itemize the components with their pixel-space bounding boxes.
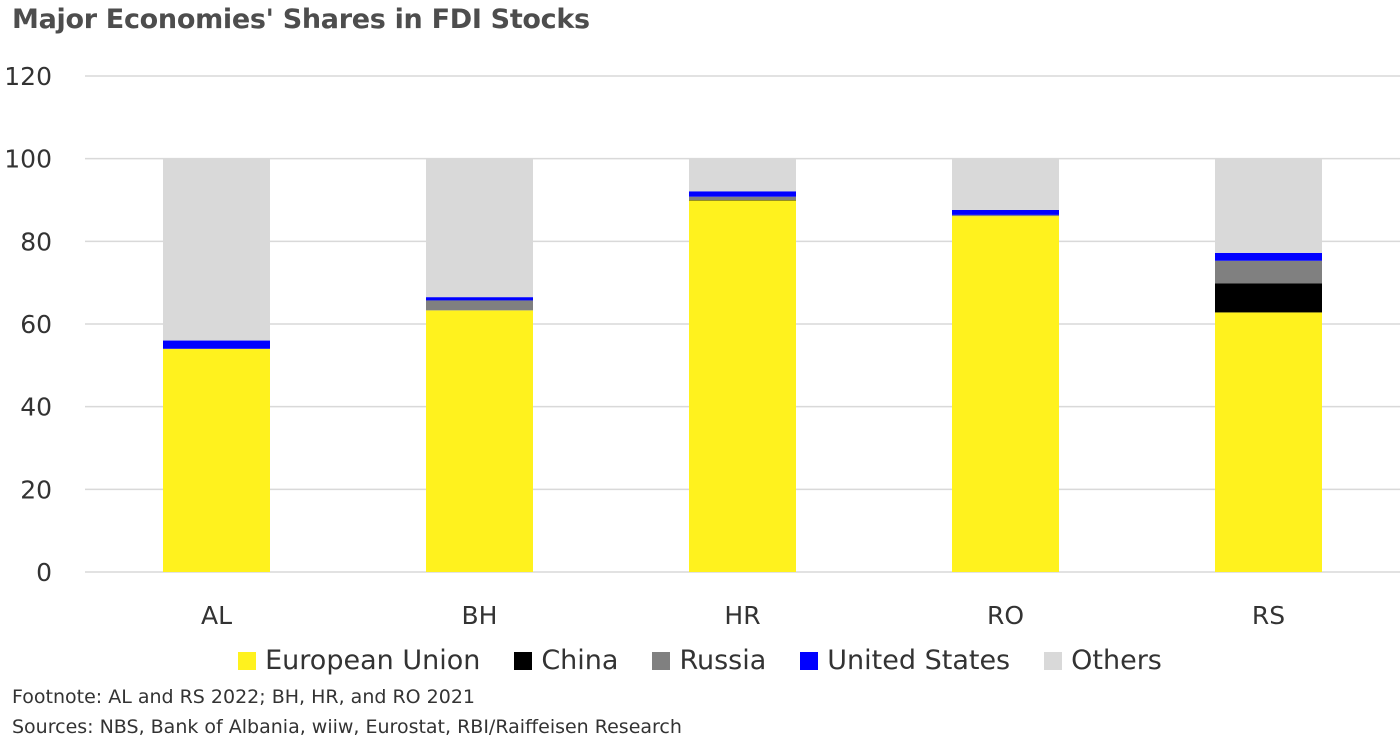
legend-item: Russia [652, 645, 766, 676]
bar-segment-al-united-states [163, 340, 270, 349]
y-axis-ticks: 0 20 40 60 80 100 120 [4, 62, 52, 587]
y-tick-label: 0 [36, 558, 52, 587]
legend-swatch [1044, 651, 1063, 670]
legend-swatch [514, 651, 533, 670]
bar-segment-hr-united-states [689, 191, 796, 197]
bar-segment-hr-european-union [689, 200, 796, 572]
legend-label: China [541, 645, 619, 676]
bar-segment-rs-united-states [1215, 252, 1322, 261]
bar-segment-hr-russia [689, 196, 796, 200]
x-tick-label: RO [987, 601, 1024, 630]
legend: European Union China Russia United States Ot… [0, 645, 1400, 676]
bars [163, 158, 1322, 572]
legend-label: United States [827, 645, 1011, 676]
legend-item: Others [1044, 645, 1162, 676]
bar-segment-bh-united-states [426, 297, 533, 301]
bar-segment-ro-others [952, 158, 1059, 210]
bar-segment-ro-european-union [952, 216, 1059, 572]
bar-segment-ro-united-states [952, 209, 1059, 215]
legend-swatch [238, 651, 257, 670]
bar-segment-bh-european-union [426, 310, 533, 572]
y-tick-label: 40 [20, 393, 52, 422]
sources-note: Sources: NBS, Bank of Albania, wiiw, Eur… [12, 716, 682, 738]
y-tick-label: 20 [20, 475, 52, 504]
legend-swatch [800, 651, 819, 670]
y-tick-label: 60 [20, 310, 52, 339]
legend-swatch [652, 651, 671, 670]
legend-item: United States [800, 645, 1010, 676]
bar-segment-bh-russia [426, 300, 533, 311]
bar-segment-hr-others [689, 158, 796, 192]
legend-item: China [514, 645, 618, 676]
x-tick-label: AL [201, 601, 232, 630]
bar-segment-rs-russia [1215, 260, 1322, 284]
footnote: Footnote: AL and RS 2022; BH, HR, and RO… [12, 686, 476, 708]
bar-segment-rs-european-union [1215, 312, 1322, 572]
chart-title: Major Economies' Shares in FDI Stocks [12, 4, 590, 35]
y-tick-label: 120 [4, 62, 52, 91]
bar-segment-bh-others [426, 158, 533, 298]
bar-segment-rs-china [1215, 283, 1322, 313]
legend-label: Others [1071, 645, 1162, 676]
x-tick-label: BH [462, 601, 498, 630]
legend-label: European Union [265, 645, 481, 676]
y-tick-label: 80 [20, 227, 52, 256]
x-axis-ticks: AL BH HR RO RS [201, 601, 1285, 630]
stacked-bar-chart: 0 20 40 60 80 100 120 AL BH HR RO RS [4, 62, 1400, 630]
legend-label: Russia [679, 645, 767, 676]
y-tick-label: 100 [4, 145, 52, 174]
bar-segment-rs-others [1215, 158, 1322, 253]
legend-item: European Union [238, 645, 480, 676]
x-tick-label: RS [1252, 601, 1285, 630]
bar-segment-al-others [163, 158, 270, 341]
bar-segment-al-european-union [163, 348, 270, 572]
x-tick-label: HR [724, 601, 760, 630]
bar-segment-ro-russia [952, 214, 1059, 217]
